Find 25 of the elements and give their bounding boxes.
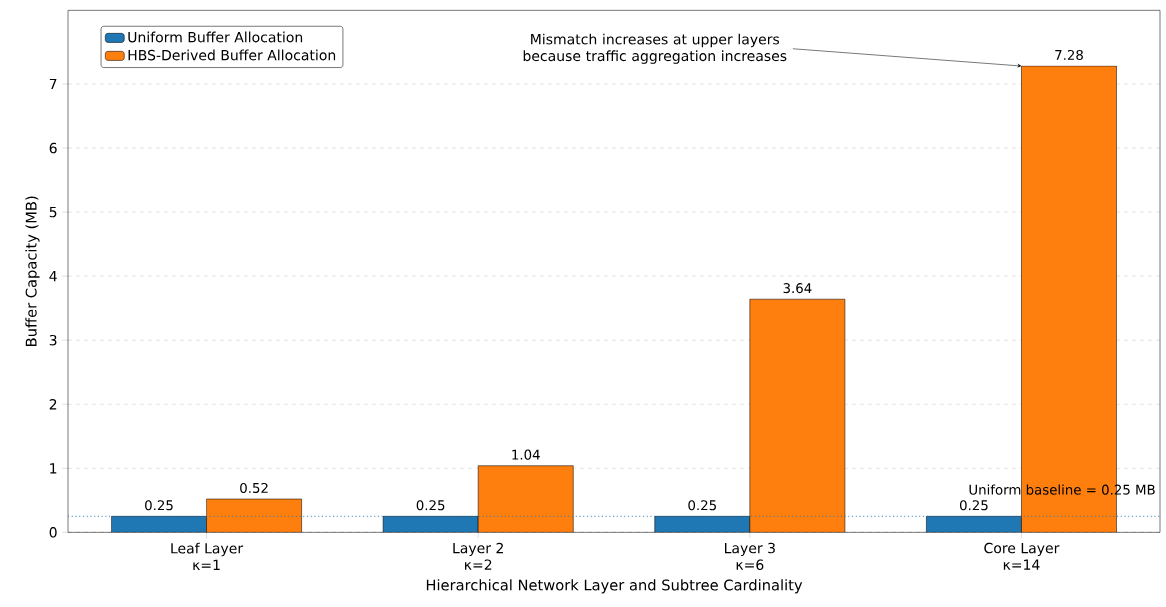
y-axis-title: Buffer Capacity (MB): [25, 196, 40, 346]
y-tick-label: 1: [50, 463, 57, 474]
data-label: 1.04: [512, 449, 540, 460]
data-label: 3.64: [783, 283, 812, 294]
y-tick-label: 7: [49, 78, 57, 90]
annotation: Mismatch increases at upper layers because traffic aggregation increases: [523, 33, 787, 64]
data-label: 0.25: [145, 500, 173, 511]
data-label: 0.25: [688, 500, 716, 511]
y-tick-label: 6: [49, 142, 57, 154]
x-tick-label: Leaf Layer κ=1: [171, 542, 244, 571]
legend-label: HBS-Derived Buffer Allocation: [128, 49, 336, 61]
x-tick-label: Core Layer κ=14: [984, 542, 1060, 570]
y-tick-label: 5: [49, 206, 57, 218]
data-label: 7.28: [1055, 49, 1083, 61]
x-axis-title: Hierarchical Network Layer and Subtree Cardinality: [426, 579, 803, 594]
legend-label: Uniform Buffer Allocation: [128, 31, 303, 43]
data-label: 0.25: [416, 500, 445, 511]
x-tick-label: Layer 2 κ=2: [453, 542, 503, 570]
y-tick-label: 2: [49, 399, 57, 410]
x-tick-label: Layer 3 κ=6: [725, 542, 775, 570]
y-tick-label: 0: [49, 527, 57, 538]
y-tick-label: 4: [49, 271, 57, 282]
data-label: 0.25: [959, 500, 988, 511]
y-tick-label: 3: [49, 334, 57, 346]
data-label: 0.52: [240, 482, 268, 493]
